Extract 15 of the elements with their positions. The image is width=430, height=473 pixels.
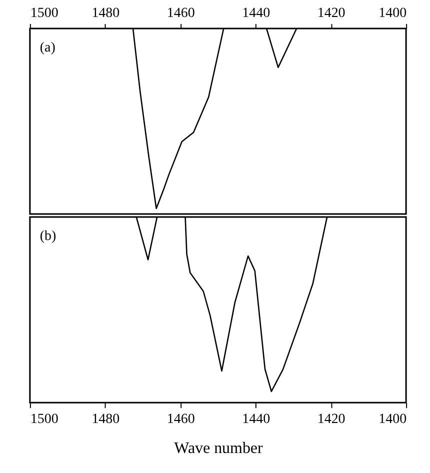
x-tick-label: 1480: [92, 412, 120, 428]
x-tick-label: 1440: [242, 412, 270, 428]
x-tick-label: 1420: [317, 6, 346, 21]
x-tick-label: 1460: [166, 6, 195, 21]
x-tick-label: 1400: [378, 6, 407, 21]
x-tick-label: 1460: [166, 412, 195, 428]
x-tick-label: 1480: [92, 6, 120, 21]
annotation: (a): [40, 40, 56, 56]
x-tick-label: 1440: [242, 6, 270, 21]
x-tick-label: 1500: [30, 6, 58, 21]
x-tick-label: 1420: [317, 412, 346, 428]
x-tick-label: 1400: [378, 412, 407, 428]
x-axis-title: Wave number: [174, 440, 264, 457]
annotation: (b): [40, 228, 57, 244]
x-tick-label: 1500: [30, 412, 58, 428]
